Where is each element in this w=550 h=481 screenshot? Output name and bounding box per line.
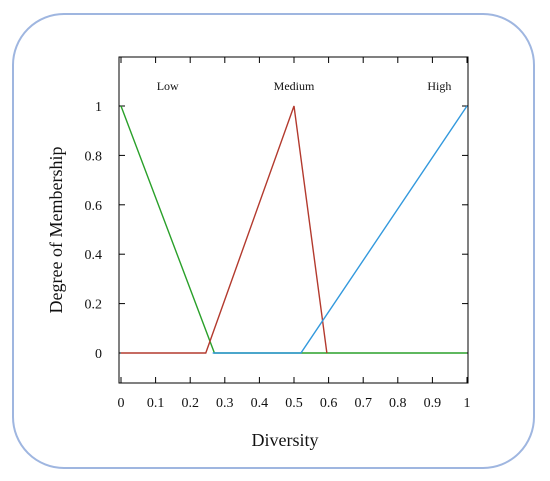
series-labels: Low Medium High [157, 79, 452, 93]
x-tick-label: 0 [118, 396, 125, 411]
x-tick-label: 0.3 [216, 396, 234, 411]
series-line-high [212, 105, 468, 354]
x-tick-label: 0.8 [389, 396, 407, 411]
x-tick-label: 0.9 [424, 396, 442, 411]
y-tick-label: 0.8 [85, 149, 103, 164]
y-tick-label: 1 [95, 100, 102, 115]
series-line-low [120, 105, 467, 354]
series-lines [120, 105, 468, 354]
x-tick-label: 0.5 [285, 396, 303, 411]
series-line-medium [121, 105, 328, 354]
y-tick-label: 0.2 [85, 298, 103, 313]
series-label-low: Low [157, 79, 179, 93]
y-tick-label: 0.4 [85, 248, 103, 263]
y-tick-label: 0 [95, 347, 102, 362]
x-tick-label: 0.1 [147, 396, 165, 411]
x-axis-title: Diversity [252, 430, 319, 450]
series-label-medium: Medium [274, 79, 315, 93]
x-tick-label: 0.7 [354, 396, 372, 411]
x-tick-label: 0.6 [320, 396, 338, 411]
rounded-frame [12, 13, 535, 469]
x-tick-label: 1 [464, 396, 471, 411]
x-tick-label: 0.4 [251, 396, 269, 411]
y-axis-title: Degree of Membership [46, 147, 66, 314]
y-tick-label: 0.6 [85, 199, 103, 214]
axis-ticks: 0 0.1 0.2 0.3 0.4 0.5 0.6 0.7 0.8 0.9 1 0 0.2 0.4 0.6 0… [85, 57, 471, 411]
series-label-high: High [427, 79, 451, 93]
x-tick-label: 0.2 [181, 396, 199, 411]
